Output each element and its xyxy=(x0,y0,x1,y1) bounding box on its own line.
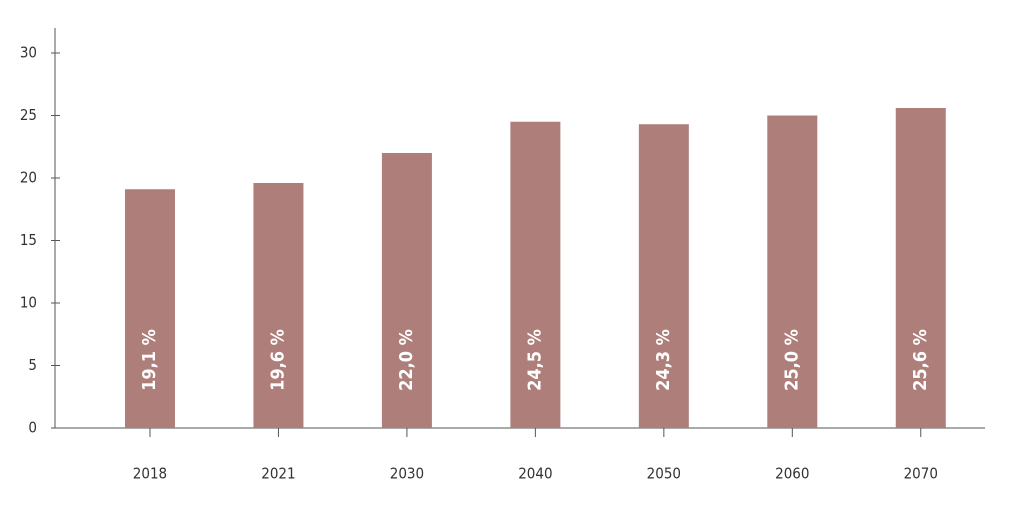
bar xyxy=(767,115,818,428)
y-tick-label: 5 xyxy=(28,356,37,374)
y-tick-label: 20 xyxy=(20,169,37,187)
x-tick-label: 2070 xyxy=(904,465,938,483)
y-tick-label: 25 xyxy=(20,106,37,124)
bar xyxy=(638,124,689,428)
x-tick-label: 2060 xyxy=(775,465,809,483)
value-label: 19,1 % xyxy=(139,329,160,391)
bar xyxy=(510,121,561,428)
bar xyxy=(381,153,432,428)
value-label: 24,5 % xyxy=(524,329,545,391)
value-label: 22,0 % xyxy=(396,329,417,391)
bar xyxy=(895,108,946,428)
x-tick-label: 2030 xyxy=(390,465,424,483)
bar xyxy=(124,189,175,428)
x-tick-label: 2021 xyxy=(261,465,295,483)
bar xyxy=(253,183,304,428)
y-tick-label: 30 xyxy=(20,44,37,62)
x-tick-label: 2018 xyxy=(133,465,167,483)
x-tick-label: 2050 xyxy=(647,465,681,483)
value-label: 24,3 % xyxy=(653,329,674,391)
y-tick-label: 0 xyxy=(28,419,37,437)
y-tick-label: 10 xyxy=(20,294,37,312)
x-tick-label: 2040 xyxy=(518,465,552,483)
value-label: 19,6 % xyxy=(267,329,288,391)
value-label: 25,6 % xyxy=(910,329,931,391)
y-tick-label: 15 xyxy=(20,231,37,249)
value-label: 25,0 % xyxy=(781,329,802,391)
